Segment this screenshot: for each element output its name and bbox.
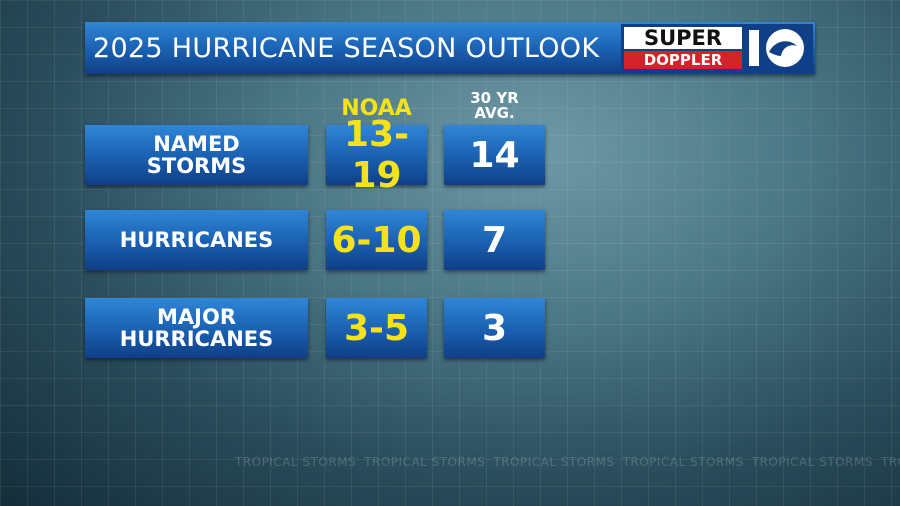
background-ticker: TROPICAL STORMS TROPICAL STORMS TROPICAL S…	[235, 455, 900, 469]
noaa-value: 13-19	[326, 114, 427, 196]
column-header: NOAA	[341, 96, 412, 121]
ticker-text: TROPICAL STORMS	[880, 455, 900, 469]
average-value: 7	[444, 210, 545, 270]
ticker-text: TROPICAL STORMS	[493, 455, 615, 469]
average-value: 14	[444, 125, 545, 185]
ticker-text: TROPICAL STORMS	[235, 455, 357, 469]
logo-line1: SUPER	[624, 27, 742, 49]
ticker-text: TROPICAL STORMS	[622, 455, 744, 469]
logo-mark	[749, 29, 804, 67]
row-label: HURRICANES	[85, 210, 308, 270]
row-label: NAMED STORMS	[85, 125, 308, 185]
ticker-text: TROPICAL STORMS	[364, 455, 486, 469]
noaa-value: 3-5	[326, 298, 427, 358]
row-label: MAJOR HURRICANES	[85, 298, 308, 358]
noaa-value: 6-10	[326, 210, 427, 270]
average-value: 3	[444, 298, 545, 358]
logo-line2: DOPPLER	[624, 51, 742, 69]
logo: SUPER DOPPLER	[621, 24, 813, 72]
ticker-text: TROPICAL STORMS	[751, 455, 873, 469]
column-header: 30 YR AVG.	[470, 89, 519, 122]
